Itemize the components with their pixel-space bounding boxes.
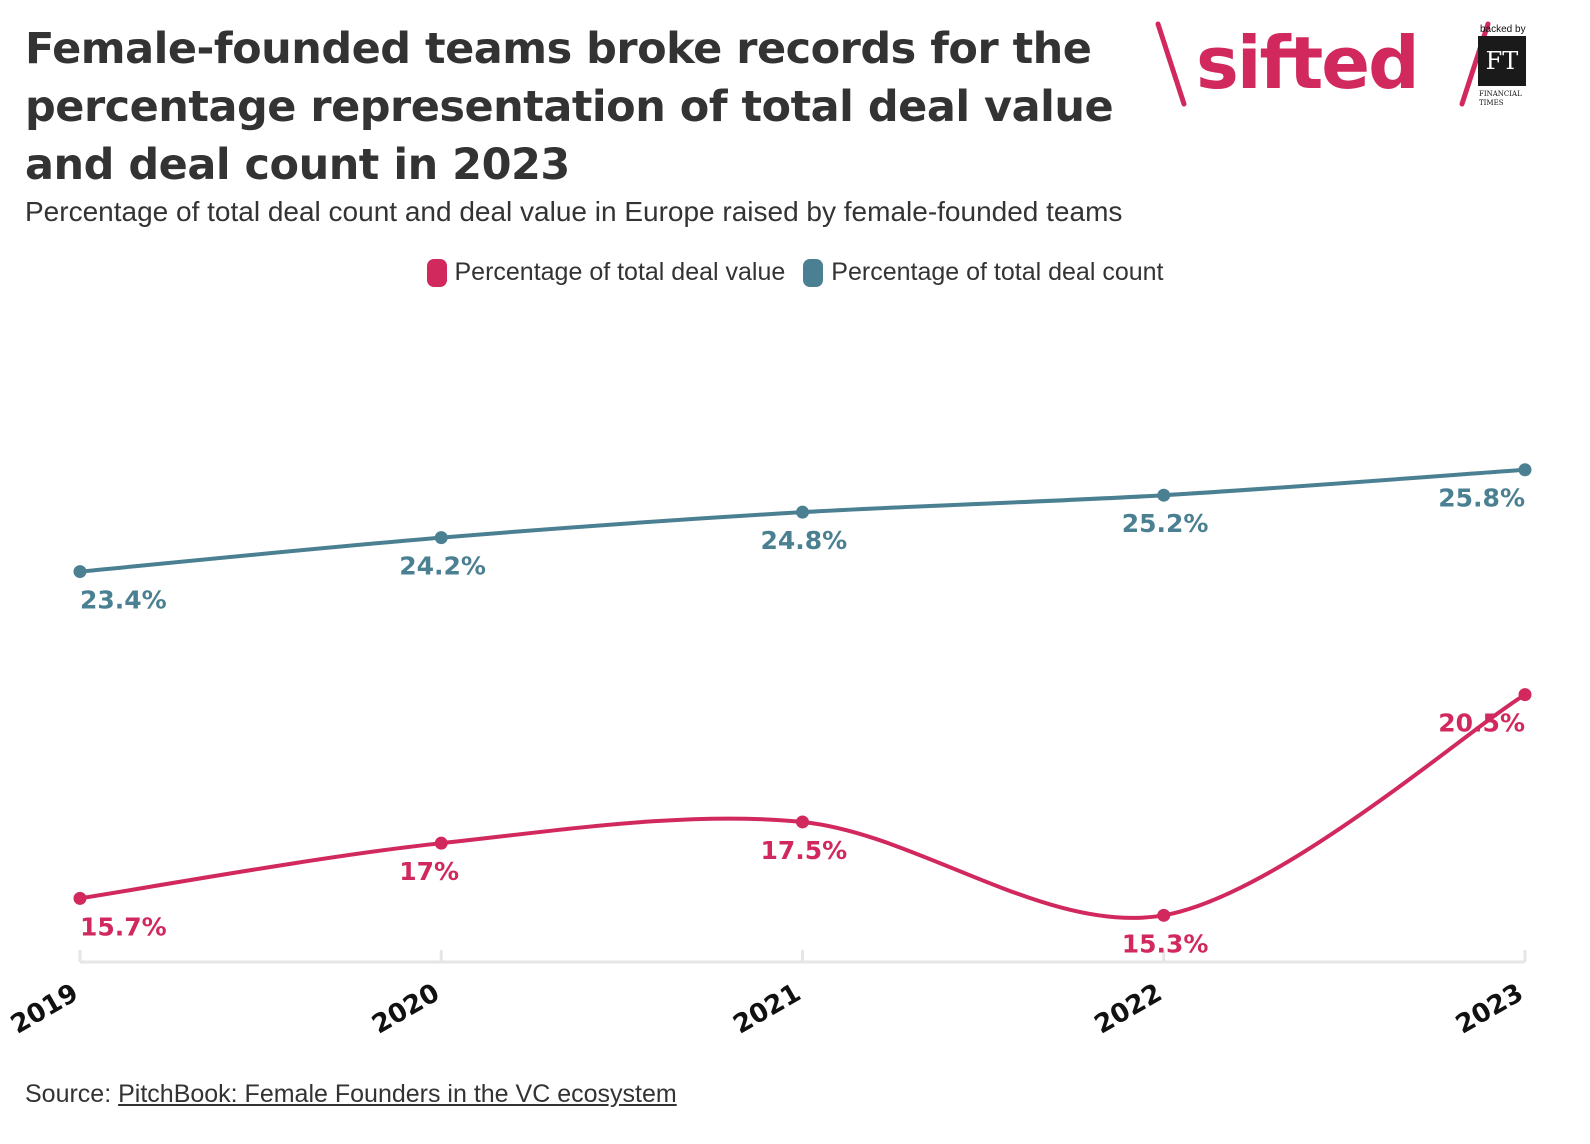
ft-logo-line2: TIMES: [1479, 99, 1504, 107]
line-chart: 2019 2020 2021 2022 2023 15.7% 17% 17.5% 15.3% 20…: [6, 463, 1532, 1040]
x-tick-label: 2020: [367, 978, 445, 1040]
data-point-percentage-of-total-deal-value: [796, 815, 809, 829]
logo-backslash: [1155, 21, 1187, 107]
data-point-percentage-of-total-deal-count: [73, 565, 87, 579]
chart-title: Female-founded teams broke records for t…: [25, 24, 1114, 190]
series-line-percentage-of-total-deal-value: [79, 692, 1527, 920]
data-label-percentage-of-total-deal-value: 17.5%: [761, 836, 848, 865]
series-line-percentage-of-total-deal-count: [79, 467, 1526, 574]
source-prefix: Source:: [25, 1080, 119, 1108]
data-point-percentage-of-total-deal-count: [1157, 488, 1171, 502]
data-point-percentage-of-total-deal-count: [1518, 463, 1532, 477]
legend-swatch-deal-value: [426, 258, 447, 287]
x-tick-label: 2019: [6, 978, 84, 1040]
data-point-percentage-of-total-deal-value: [1518, 688, 1532, 702]
ft-logo-box: [1478, 36, 1526, 86]
logo-wordmark: sifted: [1196, 21, 1418, 105]
data-label-percentage-of-total-deal-count: 24.2%: [399, 552, 486, 581]
data-point-percentage-of-total-deal-value: [434, 836, 448, 850]
data-label-percentage-of-total-deal-count: 24.8%: [761, 526, 848, 555]
source-link[interactable]: PitchBook: Female Founders in the VC eco…: [118, 1080, 677, 1108]
ft-logo-mark: FT: [1486, 47, 1519, 75]
data-label-percentage-of-total-deal-count: 25.8%: [1438, 484, 1525, 513]
data-label-percentage-of-total-deal-count: 23.4%: [80, 586, 167, 615]
data-point-percentage-of-total-deal-count: [796, 505, 809, 519]
legend-swatch-deal-count: [803, 258, 824, 287]
ft-logo-line1: FINANCIAL: [1479, 90, 1522, 98]
x-tick-label: 2022: [1090, 978, 1168, 1040]
data-label-percentage-of-total-deal-count: 25.2%: [1122, 509, 1209, 538]
chart-legend: Percentage of total deal value Percentag…: [0, 258, 1590, 287]
data-label-percentage-of-total-deal-value: 15.7%: [80, 912, 167, 941]
sifted-ft-logo[interactable]: sifted backed by FT FINANCIAL TIMES: [1150, 16, 1570, 116]
source-note: Source: PitchBook: Female Founders in th…: [25, 1080, 677, 1109]
legend-label-deal-count: Percentage of total deal count: [831, 258, 1164, 286]
legend-item-deal-count[interactable]: Percentage of total deal count: [803, 258, 1163, 287]
legend-item-deal-value[interactable]: Percentage of total deal value: [426, 258, 786, 287]
data-label-percentage-of-total-deal-value: 17%: [399, 857, 459, 886]
data-label-percentage-of-total-deal-value: 20.5%: [1438, 709, 1525, 738]
data-point-percentage-of-total-deal-value: [73, 891, 87, 905]
legend-label-deal-value: Percentage of total deal value: [454, 258, 786, 286]
x-tick-label: 2023: [1451, 978, 1529, 1040]
logo-backed-by: backed by: [1480, 24, 1526, 35]
data-point-percentage-of-total-deal-count: [434, 531, 448, 545]
chart-subtitle: Percentage of total deal count and deal …: [25, 196, 1123, 227]
x-tick-label: 2021: [728, 978, 806, 1040]
data-point-percentage-of-total-deal-value: [1157, 908, 1171, 922]
data-label-percentage-of-total-deal-value: 15.3%: [1122, 929, 1209, 958]
